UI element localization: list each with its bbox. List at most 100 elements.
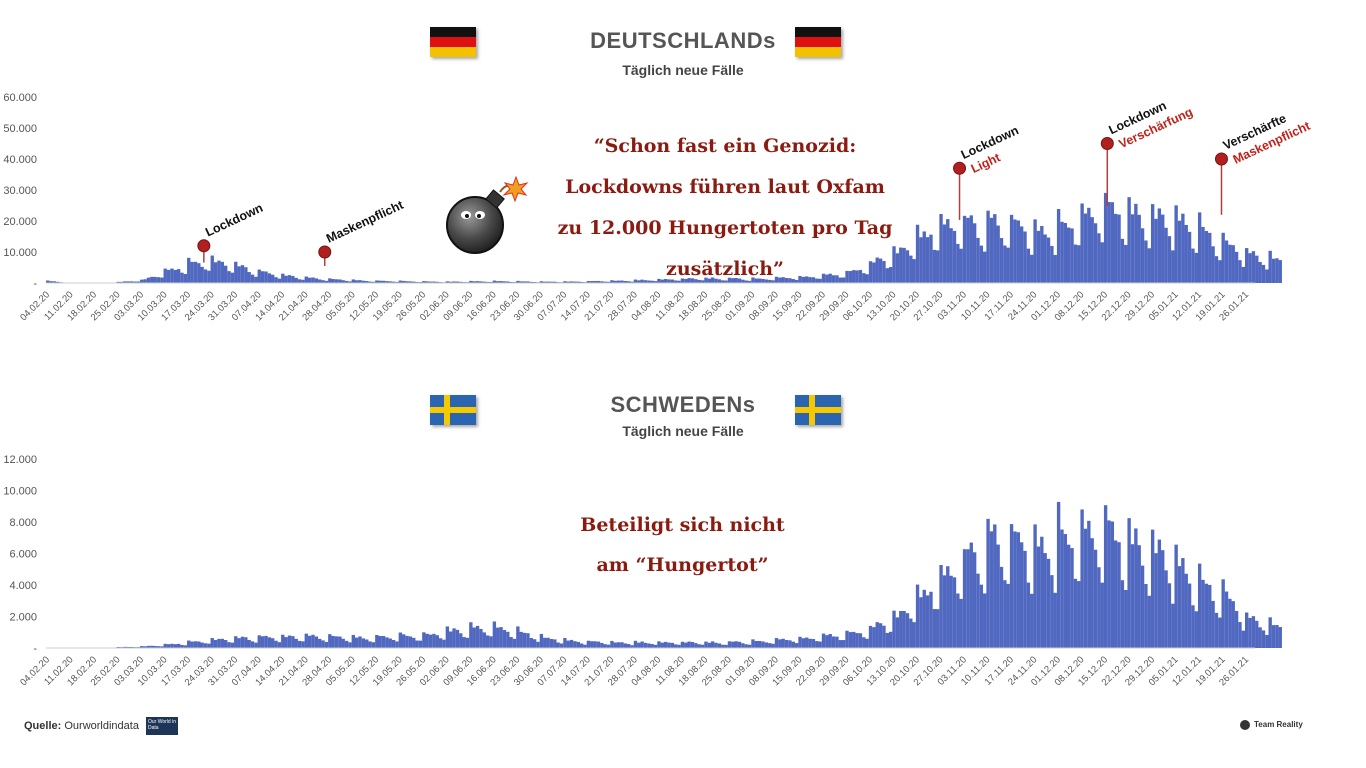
- chart-subtitle: Täglich neue Fälle: [622, 62, 744, 78]
- bar: [647, 280, 651, 283]
- bar: [1087, 207, 1091, 283]
- bar: [432, 633, 436, 648]
- bar: [1167, 583, 1172, 648]
- bar: [1251, 616, 1256, 648]
- bar: [1013, 531, 1017, 648]
- bar: [905, 250, 910, 283]
- bar: [1090, 217, 1094, 283]
- bar: [1245, 248, 1249, 283]
- bar: [999, 566, 1004, 648]
- bar: [1211, 600, 1215, 648]
- bar: [758, 278, 762, 283]
- source-prefix: Quelle:: [24, 720, 62, 732]
- bar: [224, 640, 228, 648]
- bar: [1214, 256, 1219, 283]
- bar: [700, 280, 705, 283]
- bar: [146, 277, 151, 283]
- bar: [969, 542, 973, 648]
- bar: [1097, 567, 1101, 648]
- bar: [1271, 258, 1276, 283]
- bar: [771, 643, 775, 648]
- bar: [778, 639, 782, 648]
- bar: [375, 635, 379, 648]
- bar: [687, 278, 691, 283]
- bar: [801, 638, 806, 648]
- bar: [761, 278, 765, 283]
- bar: [472, 627, 476, 648]
- bar: [479, 628, 483, 648]
- bar: [294, 638, 298, 648]
- bar: [640, 279, 644, 283]
- bar: [213, 640, 218, 648]
- bar: [858, 633, 863, 648]
- bar: [1261, 264, 1266, 283]
- bar: [230, 272, 235, 283]
- bar: [1107, 520, 1111, 648]
- bar: [1221, 579, 1225, 648]
- bar: [737, 278, 742, 283]
- bar: [610, 280, 614, 283]
- bar: [133, 281, 137, 283]
- bar: [260, 271, 265, 283]
- bar: [475, 281, 480, 283]
- bar: [758, 641, 762, 648]
- bar: [1006, 583, 1010, 648]
- bar: [344, 640, 349, 648]
- bar: [613, 642, 617, 648]
- bar: [318, 638, 322, 648]
- bar: [354, 637, 359, 648]
- quote-line: am “Hungertot”: [596, 554, 769, 576]
- bar: [909, 618, 913, 648]
- bar: [761, 641, 765, 648]
- bar: [519, 631, 523, 648]
- bar: [774, 638, 779, 648]
- bar: [365, 281, 369, 283]
- bar: [818, 641, 822, 648]
- bar: [412, 637, 416, 648]
- bar: [499, 627, 503, 648]
- bar: [1067, 227, 1071, 283]
- y-tick-label: 8.000: [9, 517, 37, 529]
- bar: [1278, 627, 1282, 648]
- bar: [721, 644, 725, 648]
- bar: [1056, 501, 1061, 648]
- bar: [969, 215, 973, 283]
- bar: [596, 280, 601, 283]
- bar: [1204, 230, 1209, 283]
- bar: [653, 644, 658, 648]
- bar: [496, 627, 500, 648]
- bar: [449, 631, 453, 648]
- bar: [415, 640, 419, 648]
- bar: [264, 271, 268, 283]
- bar: [314, 636, 319, 648]
- bar: [1137, 545, 1141, 648]
- bar: [1161, 214, 1165, 283]
- bar: [637, 280, 641, 283]
- oxfam-quote: “Schon fast ein Genozid: Lockdowns führe…: [520, 126, 930, 290]
- bar: [187, 640, 191, 648]
- bar: [563, 638, 567, 648]
- bar: [526, 281, 530, 283]
- annotation-label: Maskenpflicht: [324, 197, 406, 245]
- quote-line: zusätzlich”: [666, 258, 784, 280]
- annotation-pin: [318, 245, 332, 259]
- bar: [942, 575, 947, 648]
- bar: [815, 641, 819, 648]
- bar: [237, 638, 241, 648]
- bar: [405, 281, 409, 283]
- bar: [1157, 208, 1162, 283]
- bar: [190, 641, 194, 648]
- bar: [1251, 251, 1256, 283]
- bar: [1063, 534, 1067, 648]
- bar: [788, 640, 792, 648]
- bar: [1174, 205, 1178, 283]
- bar: [307, 635, 312, 648]
- bar: [284, 275, 288, 283]
- bar: [744, 644, 748, 648]
- bar: [1003, 245, 1007, 283]
- bar: [385, 637, 389, 648]
- bar: [539, 281, 544, 283]
- bar: [828, 273, 832, 283]
- bar: [1124, 244, 1128, 283]
- bar: [721, 280, 725, 283]
